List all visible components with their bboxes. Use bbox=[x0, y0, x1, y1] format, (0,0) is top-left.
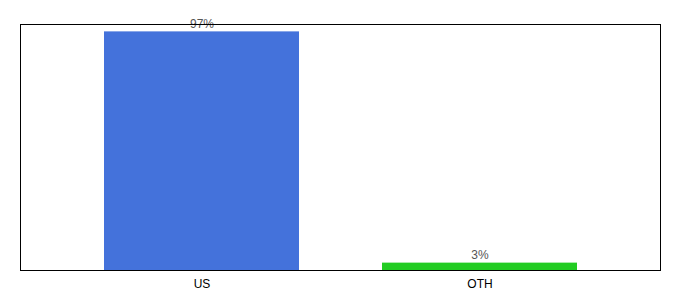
svg-text:US: US bbox=[194, 277, 211, 291]
svg-text:3%: 3% bbox=[471, 248, 489, 262]
svg-text:OTH: OTH bbox=[467, 277, 492, 291]
svg-text:97%: 97% bbox=[190, 17, 214, 31]
